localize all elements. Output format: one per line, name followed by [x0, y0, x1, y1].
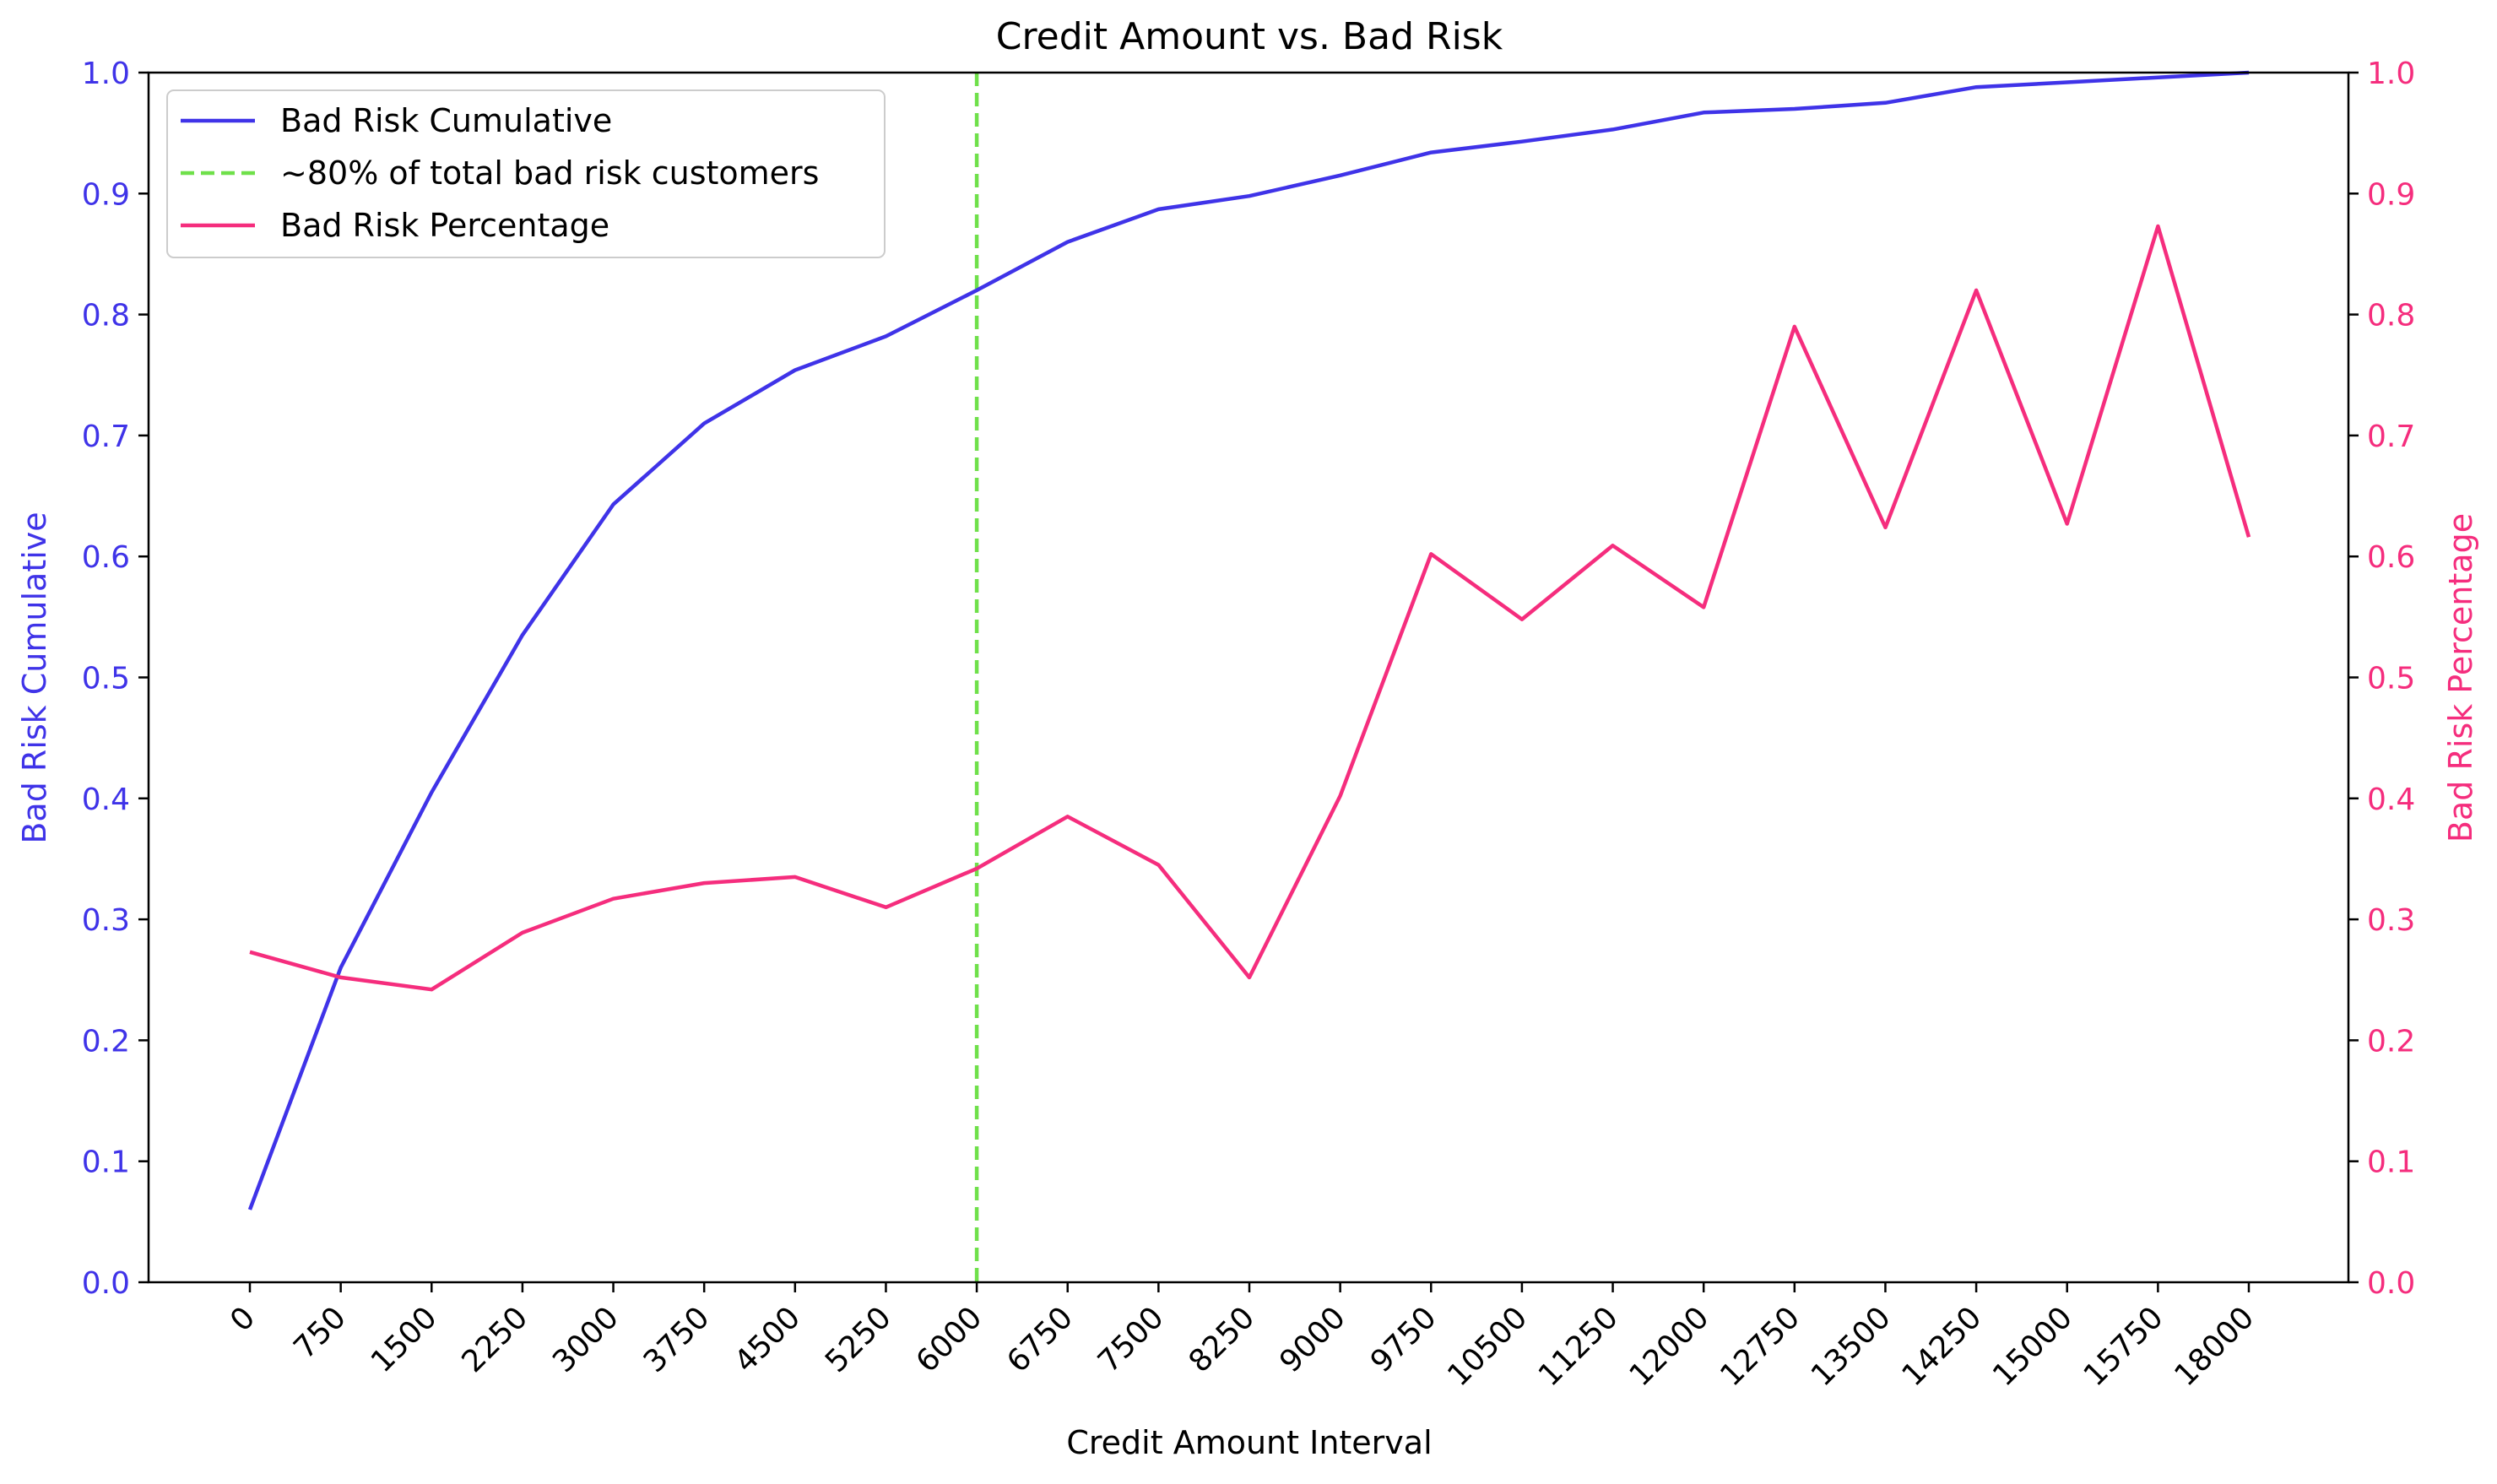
x-tick-label: 10500	[1441, 1300, 1534, 1393]
right-axis: 0.0 0.1 0.2 0.3 0.4 0.5 0.6 0.7 0.8 0.9 1.0	[2348, 57, 2415, 1301]
x-tick-label: 3750	[637, 1300, 717, 1379]
x-tick-label: 12000	[1623, 1300, 1716, 1393]
plot-marks	[247, 70, 2251, 1282]
left-axis: 0.0 0.1 0.2 0.3 0.4 0.5 0.6 0.7 0.8 0.9 1.0	[82, 57, 149, 1301]
left-tick-label: 0.8	[82, 299, 130, 333]
x-tick-label: 6000	[910, 1300, 989, 1379]
x-tick-label: 18000	[2168, 1300, 2261, 1393]
left-axis-label: Bad Risk Cumulative	[16, 512, 53, 843]
x-tick-label: 13500	[1805, 1300, 1898, 1393]
x-tick-label: 9000	[1273, 1300, 1352, 1379]
right-tick-label: 0.1	[2367, 1145, 2415, 1180]
legend-label-percentage: Bad Risk Percentage	[280, 207, 609, 244]
right-tick-label: 0.8	[2367, 299, 2415, 333]
series-line-bad-risk-cumulative	[247, 70, 2250, 1210]
right-axis-label: Bad Risk Percentage	[2442, 513, 2479, 842]
right-tick-label: 0.0	[2367, 1266, 2415, 1301]
x-tick-label: 8250	[1183, 1300, 1262, 1379]
x-tick-label: 750	[287, 1300, 353, 1366]
left-tick-label: 0.7	[82, 420, 130, 454]
x-tick-label: 15000	[1986, 1300, 2079, 1393]
chart-title: Credit Amount vs. Bad Risk	[996, 15, 1503, 58]
x-tick-label: 5250	[819, 1300, 898, 1379]
right-tick-label: 0.9	[2367, 177, 2415, 212]
x-axis-label: Credit Amount Interval	[1066, 1424, 1432, 1461]
left-tick-label: 0.1	[82, 1145, 130, 1180]
left-tick-label: 0.3	[82, 903, 130, 938]
x-tick-label: 12750	[1714, 1300, 1806, 1393]
legend-label-vline: ~80% of total bad risk customers	[280, 154, 819, 192]
x-tick-label: 1500	[365, 1300, 444, 1379]
x-tick-label: 2250	[455, 1300, 534, 1379]
left-tick-label: 0.2	[82, 1024, 130, 1059]
left-tick-label: 0.0	[82, 1266, 130, 1301]
series-line-bad-risk-percentage	[249, 224, 2251, 992]
right-tick-label: 0.6	[2367, 540, 2415, 575]
left-tick-label: 0.5	[82, 662, 130, 696]
x-tick-label: 4500	[728, 1300, 807, 1379]
x-tick-label: 3000	[546, 1300, 626, 1379]
left-tick-label: 0.9	[82, 177, 130, 212]
legend-label-cumulative: Bad Risk Cumulative	[280, 102, 612, 139]
right-tick-label: 0.5	[2367, 662, 2415, 696]
right-tick-label: 0.3	[2367, 903, 2415, 938]
x-tick-label: 11250	[1532, 1300, 1625, 1393]
right-tick-label: 0.4	[2367, 783, 2415, 817]
x-tick-label: 9750	[1364, 1300, 1443, 1379]
legend-box	[166, 89, 886, 258]
x-tick-label: 14250	[1895, 1300, 1988, 1393]
left-tick-label: 0.4	[82, 783, 130, 817]
right-tick-label: 1.0	[2367, 57, 2415, 91]
x-tick-label: 7500	[1091, 1300, 1171, 1379]
left-tick-label: 0.6	[82, 540, 130, 575]
x-axis: 0 750 1500 2250 3000 3750 4500 5250 6000 6750 7500…	[224, 1282, 2261, 1393]
x-tick-label: 6750	[1000, 1300, 1080, 1379]
right-tick-label: 0.7	[2367, 420, 2415, 454]
legend: Bad Risk Cumulative ~80% of total bad ri…	[166, 89, 886, 258]
left-tick-label: 1.0	[82, 57, 130, 91]
x-tick-label: 0	[224, 1300, 262, 1338]
x-tick-label: 15750	[2077, 1300, 2170, 1393]
right-tick-label: 0.2	[2367, 1024, 2415, 1059]
